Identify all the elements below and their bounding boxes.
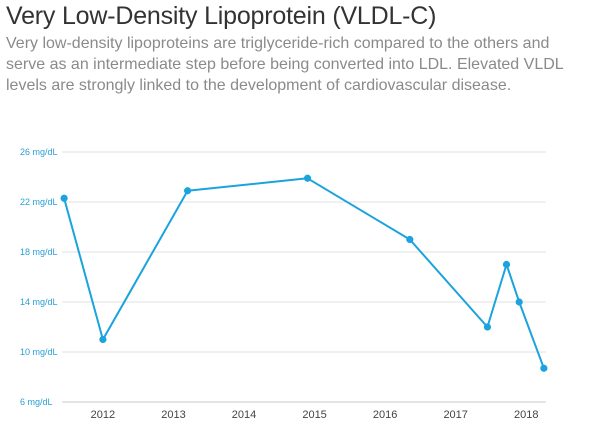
- data-point[interactable]: [515, 298, 523, 306]
- data-point[interactable]: [540, 364, 548, 372]
- y-axis-ticks: 6 mg/dL 10 mg/dL 14 mg/dL 18 mg/dL 22 mg/dL 2…: [20, 147, 58, 407]
- x-tick-label: 2013: [161, 409, 185, 421]
- series-line: [63, 177, 545, 369]
- chart-description: Very low-density lipoproteins are trigly…: [6, 35, 564, 94]
- data-points: [60, 174, 548, 372]
- data-point[interactable]: [406, 235, 414, 244]
- y-tick-label: 26 mg/dL: [20, 147, 58, 157]
- data-point[interactable]: [502, 260, 511, 269]
- data-point[interactable]: [99, 335, 107, 344]
- x-tick-label: 2012: [91, 409, 115, 421]
- data-point[interactable]: [60, 194, 68, 202]
- x-tick-label: 2015: [302, 409, 326, 421]
- y-tick-label: 6 mg/dL: [20, 397, 53, 407]
- y-tick-label: 10 mg/dL: [20, 347, 58, 357]
- grid-lines: [62, 151, 546, 403]
- y-tick-label: 18 mg/dL: [20, 247, 58, 257]
- data-point[interactable]: [483, 323, 492, 331]
- data-point[interactable]: [303, 174, 312, 182]
- x-tick-label: 2016: [373, 409, 397, 421]
- x-tick-label: 2017: [443, 409, 467, 421]
- x-axis-ticks: 2012 2013 2014 2015 2016 2017 2018: [91, 409, 539, 421]
- chart-title: Very Low-Density Lipoprotein (VLDL-C): [6, 2, 437, 30]
- x-tick-label: 2018: [514, 409, 538, 421]
- series-path: [63, 177, 545, 369]
- y-tick-label: 14 mg/dL: [20, 297, 58, 307]
- x-tick-label: 2014: [232, 409, 256, 421]
- y-tick-label: 22 mg/dL: [20, 197, 58, 207]
- data-point[interactable]: [183, 187, 192, 195]
